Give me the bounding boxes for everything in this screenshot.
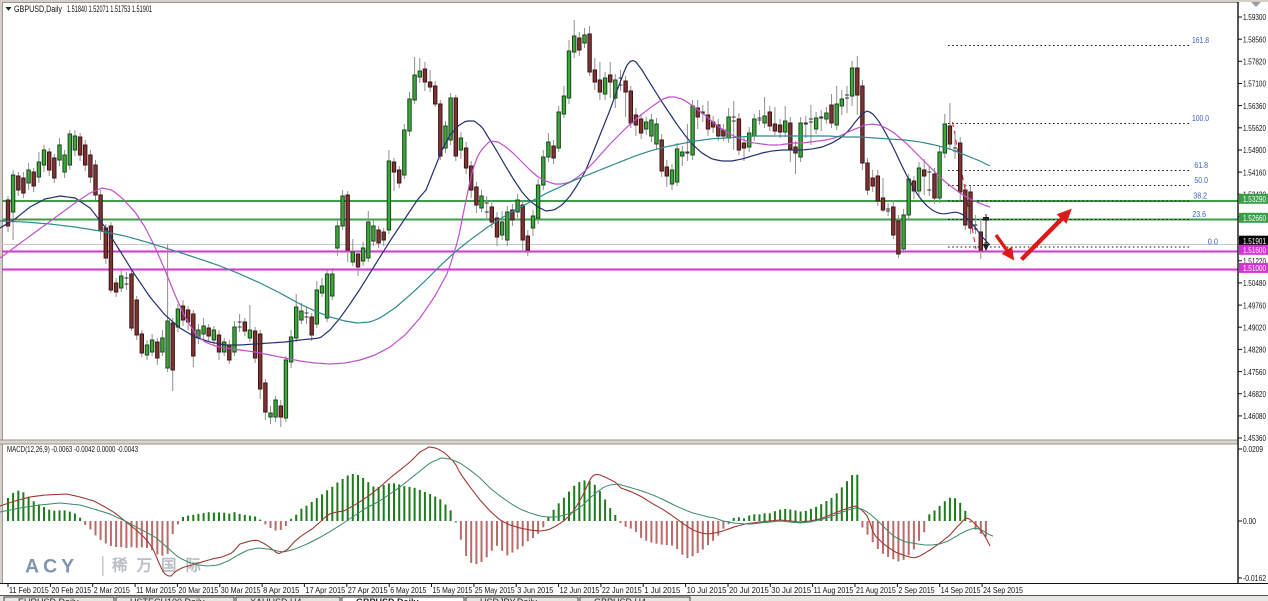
svg-text:2 Sep 2015: 2 Sep 2015 [898,585,934,595]
svg-text:1.57820: 1.57820 [1243,57,1266,67]
svg-text:11 Feb 2015: 11 Feb 2015 [9,585,49,595]
svg-text:3 Jun 2015: 3 Jun 2015 [517,585,553,595]
svg-text:8 Apr 2015: 8 Apr 2015 [263,585,299,595]
svg-text:21 Aug 2015: 21 Aug 2015 [856,585,896,595]
svg-text:1.51000: 1.51000 [1243,263,1266,273]
svg-text:30 Mar 2015: 30 Mar 2015 [221,585,261,595]
svg-text:10 Jul 2015: 10 Jul 2015 [687,585,727,595]
svg-text:0.0209: 0.0209 [1243,444,1263,454]
svg-text:1.59300: 1.59300 [1243,12,1266,22]
svg-text:17 Apr 2015: 17 Apr 2015 [305,585,345,595]
svg-text:1.49760: 1.49760 [1243,300,1266,310]
svg-text:稀万国际: 稀万国际 [112,556,210,575]
svg-text:1.52660: 1.52660 [1243,213,1266,223]
svg-text:24 Sep 2015: 24 Sep 2015 [983,585,1023,595]
svg-text:20 Feb 2015: 20 Feb 2015 [51,585,91,595]
svg-text:1.47560: 1.47560 [1243,367,1266,377]
svg-text:1.55620: 1.55620 [1243,123,1266,133]
svg-text:38.2: 38.2 [1193,190,1207,200]
svg-text:GBPUSD,Daily: GBPUSD,Daily [356,597,419,601]
svg-text:0.0: 0.0 [1208,236,1218,246]
svg-text:22 Jun 2015: 22 Jun 2015 [602,585,642,595]
svg-text:XAUUSD,H4: XAUUSD,H4 [250,597,302,601]
svg-text:11 Mar 2015: 11 Mar 2015 [136,585,176,595]
svg-text:ACY: ACY [25,556,78,578]
svg-text:USDJPY,Daily: USDJPY,Daily [480,597,537,601]
svg-text:1.45360: 1.45360 [1243,433,1266,443]
svg-text:1 Jul 2015: 1 Jul 2015 [644,585,680,595]
svg-text:1.54160: 1.54160 [1243,167,1266,177]
svg-text:1.54900: 1.54900 [1243,145,1266,155]
svg-text:GBPUSD,Daily: GBPUSD,Daily [14,4,62,14]
svg-text:12 Jun 2015: 12 Jun 2015 [560,585,600,595]
svg-text:MACD(12,26,9) -0.0063 -0.0042: MACD(12,26,9) -0.0063 -0.0042 0.0000 -0.… [7,444,138,454]
svg-text:-0.0162: -0.0162 [1243,573,1266,583]
svg-text:USTECH100,Daily: USTECH100,Daily [130,597,205,601]
svg-text:23.6: 23.6 [1192,209,1206,219]
svg-text:0.00: 0.00 [1243,516,1256,526]
svg-text:1.56360: 1.56360 [1243,101,1266,111]
svg-text:1.48280: 1.48280 [1243,345,1266,355]
svg-text:25 May 2015: 25 May 2015 [475,585,515,595]
svg-text:50.0: 50.0 [1194,175,1208,185]
svg-text:27 Apr 2015: 27 Apr 2015 [348,585,388,595]
svg-text:30 Jul 2015: 30 Jul 2015 [771,585,811,595]
svg-text:1.46820: 1.46820 [1243,389,1266,399]
svg-text:1.49020: 1.49020 [1243,322,1266,332]
svg-text:61.8: 61.8 [1194,160,1208,170]
svg-text:1.46080: 1.46080 [1243,411,1266,421]
svg-text:20 Mar 2015: 20 Mar 2015 [178,585,218,595]
svg-text:1.50480: 1.50480 [1243,278,1266,288]
svg-text:161.8: 161.8 [1192,35,1209,45]
svg-text:1.53290: 1.53290 [1243,194,1266,204]
svg-text:1.51840 1.52071 1.51753 1.5190: 1.51840 1.52071 1.51753 1.51901 [67,4,152,14]
svg-text:1.51901: 1.51901 [1243,236,1266,246]
svg-text:1.57100: 1.57100 [1243,79,1266,89]
svg-text:EURUSD,Daily: EURUSD,Daily [18,597,79,601]
svg-text:14 Sep 2015: 14 Sep 2015 [941,585,981,595]
svg-text:6 May 2015: 6 May 2015 [390,585,426,595]
svg-text:100.0: 100.0 [1192,113,1209,123]
svg-text:1.51600: 1.51600 [1243,245,1266,255]
svg-text:1.58560: 1.58560 [1243,34,1266,44]
svg-text:20 Jul 2015: 20 Jul 2015 [729,585,769,595]
svg-text:2 Mar 2015: 2 Mar 2015 [94,585,130,595]
svg-text:GBPUSD,H4: GBPUSD,H4 [594,597,646,601]
svg-text:11 Aug 2015: 11 Aug 2015 [814,585,854,595]
svg-text:15 May 2015: 15 May 2015 [433,585,473,595]
svg-text:1.51220: 1.51220 [1243,256,1266,266]
